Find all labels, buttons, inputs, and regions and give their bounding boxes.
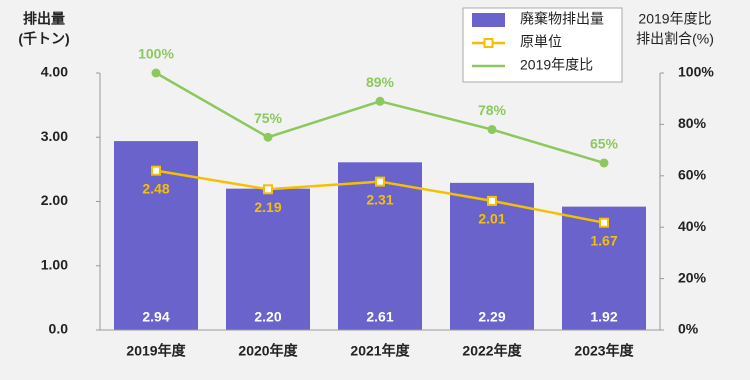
y2-tick-label: 0% bbox=[678, 321, 699, 337]
bar-value-label: 2.29 bbox=[478, 309, 505, 325]
x-tick-label: 2021年度 bbox=[350, 343, 410, 359]
point bbox=[375, 96, 385, 106]
legend-label: 原単位 bbox=[520, 34, 562, 50]
bar bbox=[226, 188, 310, 330]
point bbox=[263, 132, 273, 142]
y-tick-label: 2.00 bbox=[41, 192, 68, 208]
line-value-label: 2.19 bbox=[254, 199, 281, 215]
line-value-label: 2.48 bbox=[142, 180, 169, 196]
point bbox=[599, 217, 609, 228]
line-value-label: 65% bbox=[590, 136, 619, 152]
y-tick-label: 1.00 bbox=[41, 256, 68, 272]
legend-swatch bbox=[472, 13, 505, 27]
legend-marker bbox=[483, 38, 494, 48]
bar-value-label: 2.94 bbox=[142, 309, 169, 325]
y2-axis-title: 2019年度比 bbox=[638, 11, 711, 27]
point bbox=[263, 184, 273, 195]
line-value-label: 89% bbox=[366, 74, 395, 90]
line-value-label: 2.31 bbox=[366, 191, 393, 207]
line-value-label: 1.67 bbox=[590, 232, 617, 248]
line-value-label: 75% bbox=[254, 110, 283, 126]
point bbox=[599, 158, 609, 168]
y2-tick-label: 40% bbox=[678, 218, 707, 234]
legend-label: 2019年度比 bbox=[520, 57, 593, 73]
y2-axis-title: 排出割合(%) bbox=[636, 31, 714, 47]
y-axis-title: 排出量 bbox=[23, 11, 65, 27]
y2-tick-label: 80% bbox=[678, 115, 707, 131]
point bbox=[151, 68, 161, 78]
bar bbox=[338, 162, 422, 330]
x-tick-label: 2022年度 bbox=[462, 343, 522, 359]
line-value-label: 78% bbox=[478, 102, 507, 118]
y-axis-title: (千トン) bbox=[18, 31, 69, 47]
bar-value-label: 2.61 bbox=[366, 309, 393, 325]
x-tick-label: 2019年度 bbox=[126, 343, 186, 359]
point bbox=[375, 176, 385, 187]
y-tick-label: 3.00 bbox=[41, 128, 68, 144]
y-tick-label: 4.00 bbox=[41, 64, 68, 80]
point bbox=[487, 195, 497, 206]
legend-label: 廃棄物排出量 bbox=[520, 11, 604, 27]
y2-tick-label: 20% bbox=[678, 269, 707, 285]
bar-value-label: 2.20 bbox=[254, 309, 281, 325]
x-tick-label: 2023年度 bbox=[574, 343, 634, 359]
bar-value-label: 1.92 bbox=[590, 309, 617, 325]
line-value-label: 100% bbox=[138, 46, 174, 62]
line-value-label: 2.01 bbox=[478, 211, 505, 227]
x-tick-label: 2020年度 bbox=[238, 343, 298, 359]
y2-tick-label: 60% bbox=[678, 167, 707, 183]
point bbox=[487, 125, 497, 135]
point bbox=[151, 165, 161, 176]
y-tick-label: 0.0 bbox=[49, 321, 69, 337]
y2-tick-label: 100% bbox=[678, 64, 714, 80]
